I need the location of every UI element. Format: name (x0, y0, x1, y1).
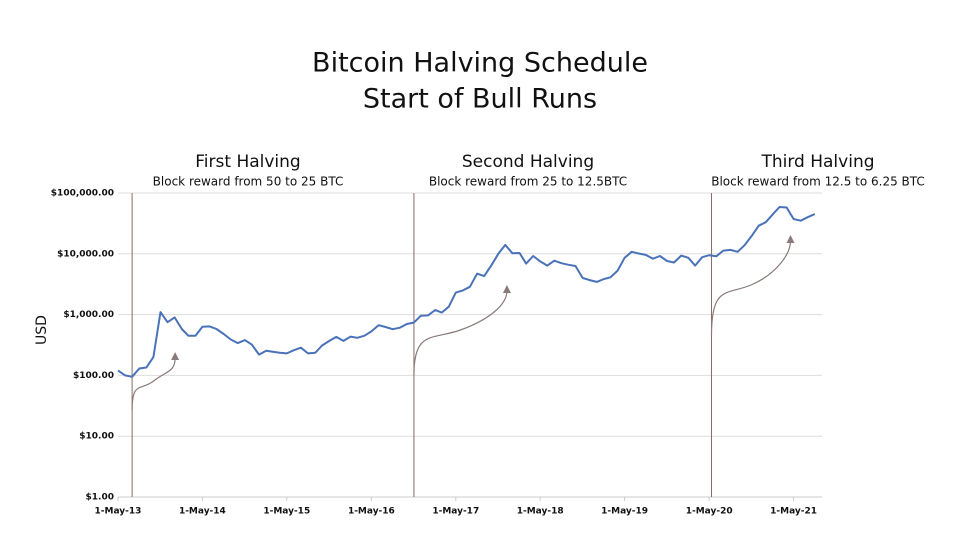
arrow-head (171, 352, 180, 360)
x-tick-label: 1-May-17 (432, 507, 479, 517)
arrow-head (786, 235, 795, 243)
arrow-head (502, 285, 511, 293)
y-tick-label: $1.00 (86, 493, 114, 503)
y-axis-label: USD (34, 315, 50, 345)
price-line (117, 206, 816, 378)
x-tick-label: 1-May-15 (263, 507, 310, 517)
chart-title: Bitcoin Halving Schedule (312, 48, 648, 79)
halving-title: First Halving (195, 152, 300, 172)
y-tick-label: $100.00 (73, 371, 114, 381)
halving-text: Block reward from 25 to 12.5BTC (429, 175, 627, 189)
y-tick-label: $1,000.00 (63, 310, 114, 320)
y-tick-label: $100,000.00 (51, 189, 114, 199)
x-tick-label: 1-May-20 (686, 507, 733, 517)
x-tick-label: 1-May-13 (95, 507, 142, 517)
x-tick-label: 1-May-16 (348, 507, 395, 517)
arrow (710, 240, 792, 336)
halving-title: Second Halving (462, 152, 594, 172)
x-tick-label: 1-May-14 (179, 507, 226, 517)
arrow (131, 357, 176, 411)
arrow (413, 290, 508, 376)
halving-text: Block reward from 12.5 to 6.25 BTC (711, 175, 925, 189)
x-tick-label: 1-May-18 (517, 507, 564, 517)
y-tick-label: $10,000.00 (57, 249, 114, 259)
halving-title: Third Halving (760, 152, 874, 172)
x-tick-label: 1-May-21 (770, 507, 817, 517)
y-tick-label: $10.00 (79, 432, 114, 442)
halving-text: Block reward from 50 to 25 BTC (153, 175, 344, 189)
x-tick-label: 1-May-19 (601, 507, 648, 517)
chart-subtitle: Start of Bull Runs (363, 84, 597, 115)
